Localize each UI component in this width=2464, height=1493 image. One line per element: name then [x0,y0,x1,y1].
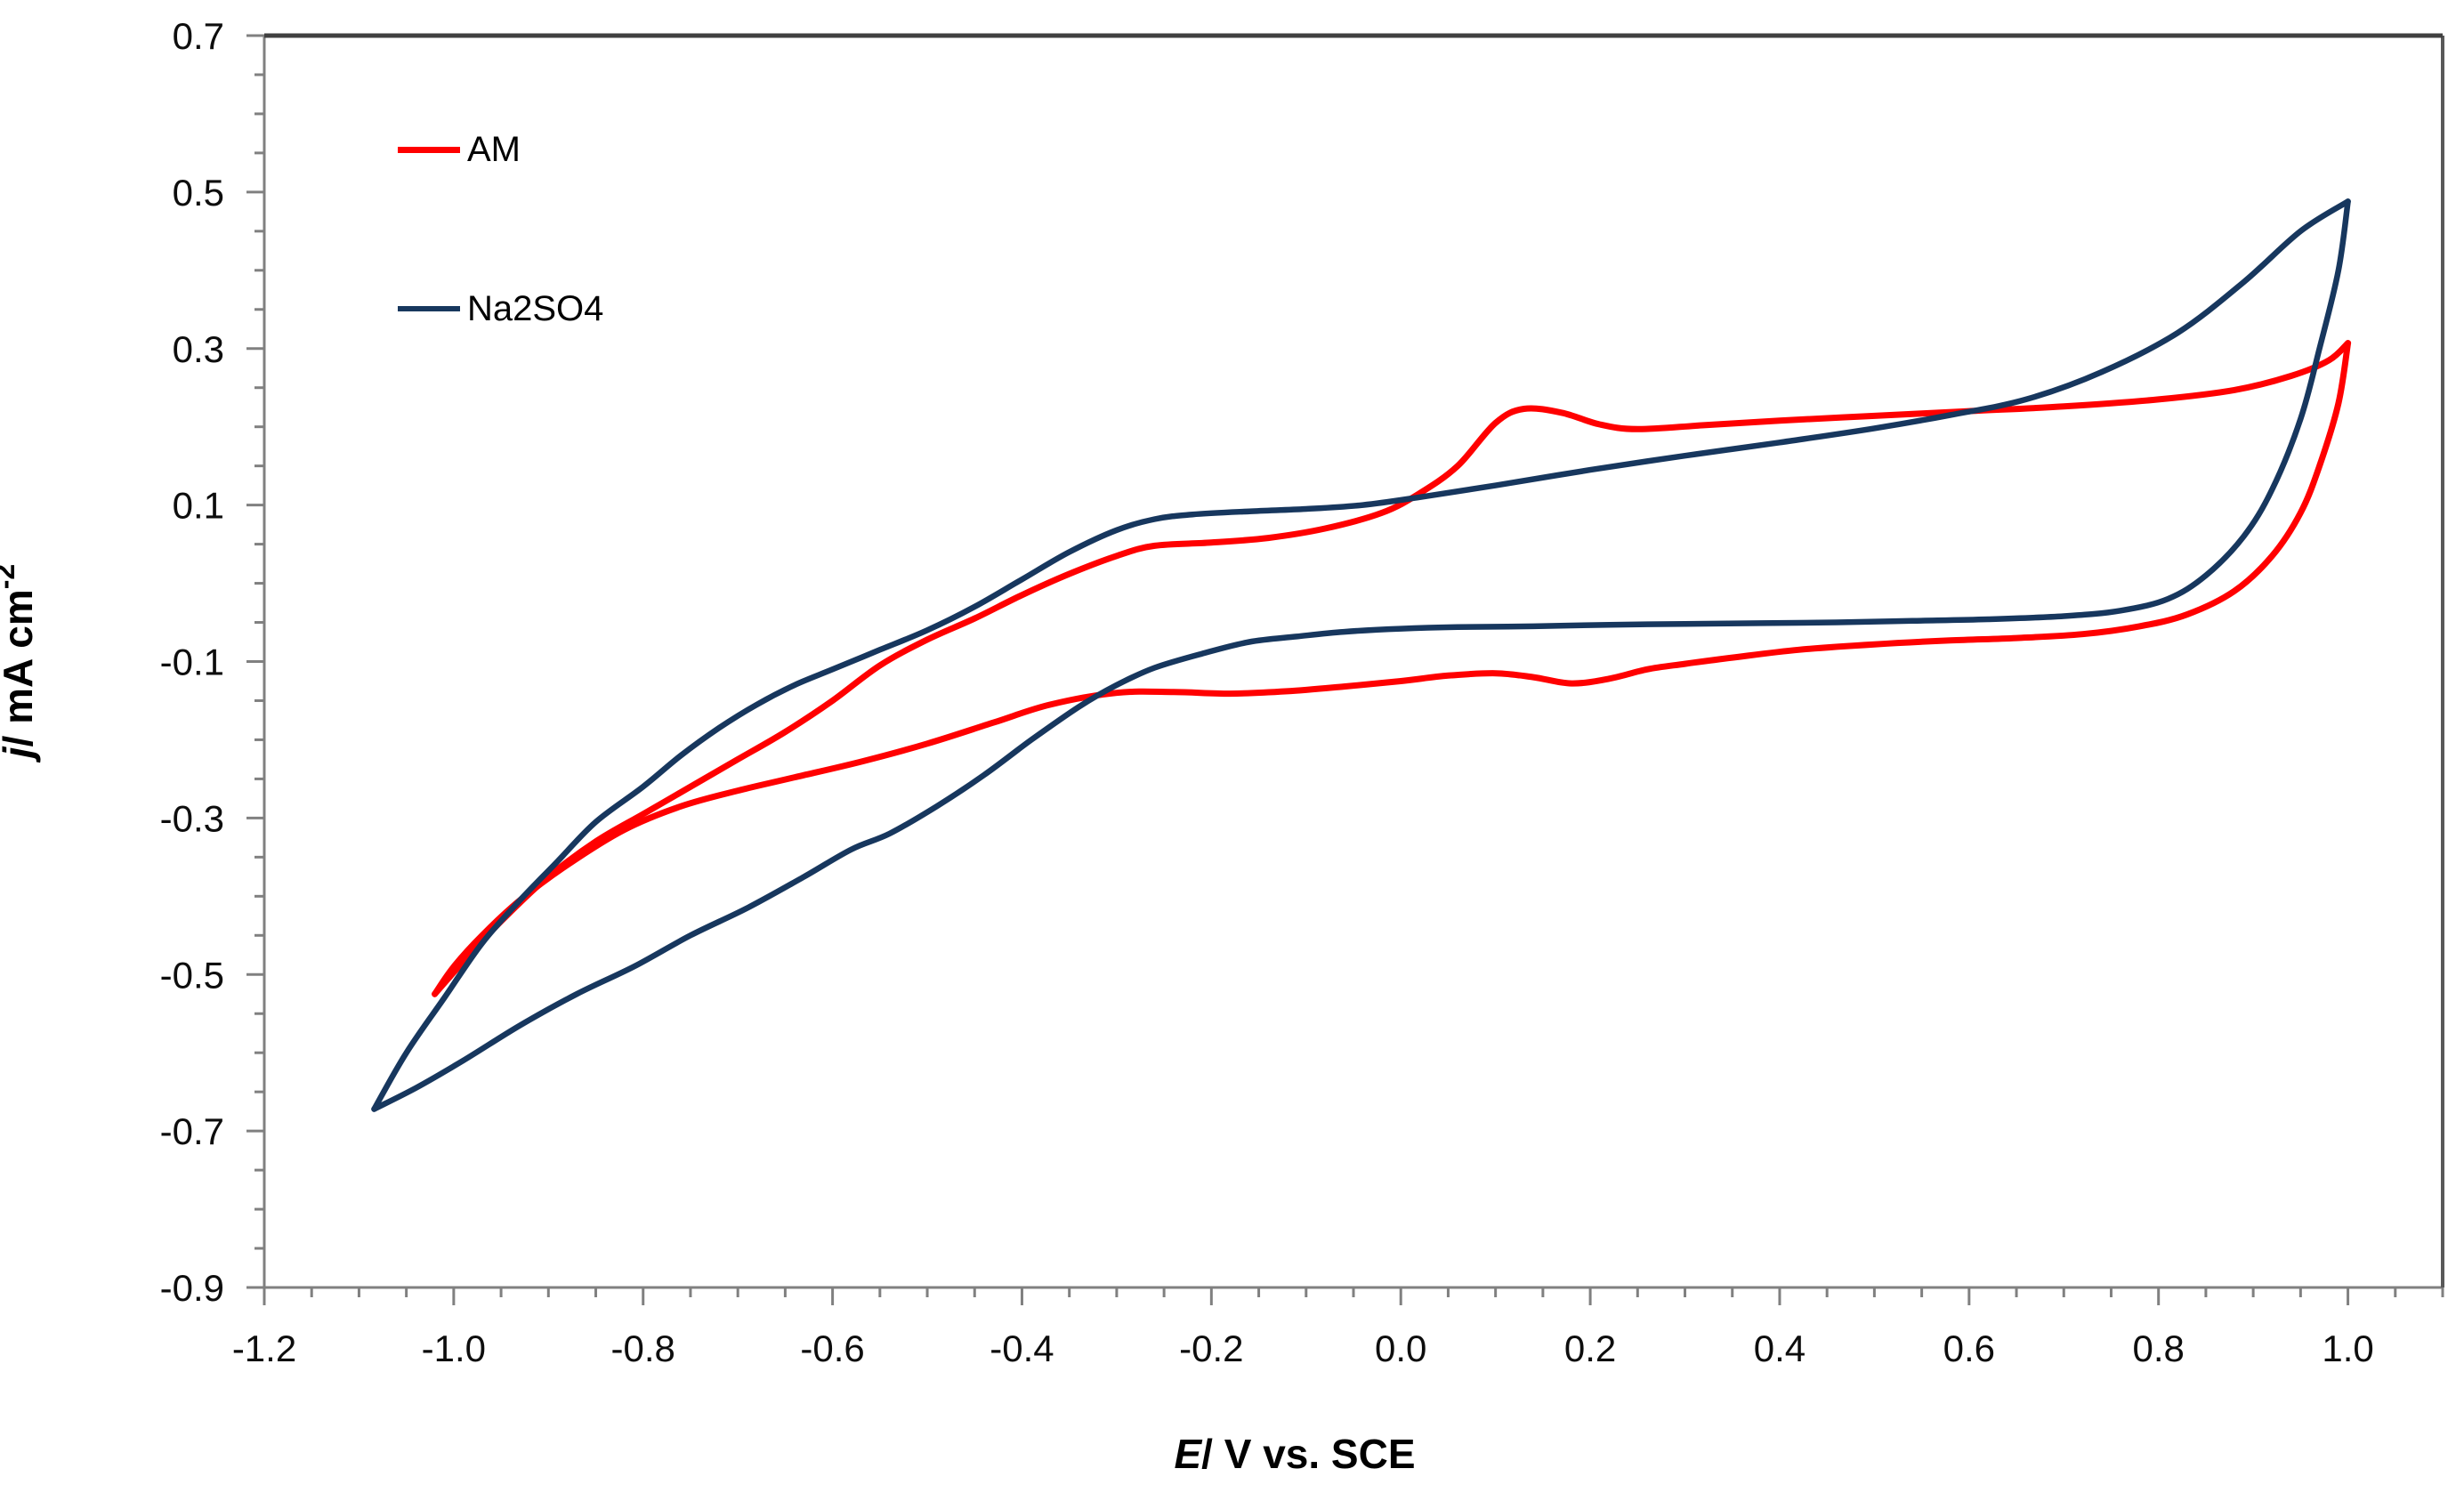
x-tick-label: -0.6 [800,1328,864,1369]
legend-item-am: AM [398,130,603,169]
x-tick-label: 0.4 [1754,1328,1806,1369]
y-tick-label: 0.3 [173,328,224,370]
x-axis-title: E/ V vs. SCE [1174,1431,1415,1477]
x-tick-label: 0.8 [2133,1328,2185,1369]
x-tick-labels: -1.2 -1.0 -0.8 -0.6 -0.4 -0.2 0.0 0.2 0.4 0.6 0.8 1… [232,1328,2374,1369]
legend-swatch-am-line [398,146,460,153]
axis-ticks [246,34,2444,1305]
legend-item-na2so4: Na2SO4 [398,289,603,328]
x-tick-label: -0.4 [990,1328,1054,1369]
y-tick-labels: 0.7 0.5 0.3 0.1 -0.1 -0.3 -0.5 -0.7 -0.9 [160,15,224,1309]
y-tick-label: 0.7 [173,15,224,57]
curve-na2so4-upper [371,198,2351,1112]
curve-na2so4-lower [371,198,2351,1112]
y-tick-label: 0.5 [173,172,224,214]
y-axis-title: j/ mA cm-2 [0,564,41,763]
x-tick-label: -1.2 [232,1328,296,1369]
y-tick-label: -0.5 [160,954,224,996]
y-tick-label: -0.7 [160,1110,224,1152]
y-tick-label: -0.9 [160,1267,224,1309]
x-tick-label: -0.2 [1179,1328,1243,1369]
y-tick-label: 0.1 [173,485,224,527]
x-tick-label: 0.6 [1943,1328,1995,1369]
y-tick-label: -0.1 [160,642,224,683]
curve-am-upper [432,340,2352,997]
x-tick-label: 1.0 [2322,1328,2373,1369]
legend-label-na2so4: Na2SO4 [467,289,604,328]
x-tick-label: -1.0 [422,1328,486,1369]
curves [371,198,2352,1112]
legend-label-am: AM [467,130,521,169]
y-tick-label: -0.3 [160,797,224,839]
legend: AM Na2SO4 [398,130,603,448]
x-tick-label: -0.8 [611,1328,675,1369]
curve-am-lower [432,340,2352,997]
x-tick-label: 0.0 [1375,1328,1426,1369]
legend-swatch-na2so4-line [398,306,460,311]
x-tick-label: 0.2 [1564,1328,1616,1369]
